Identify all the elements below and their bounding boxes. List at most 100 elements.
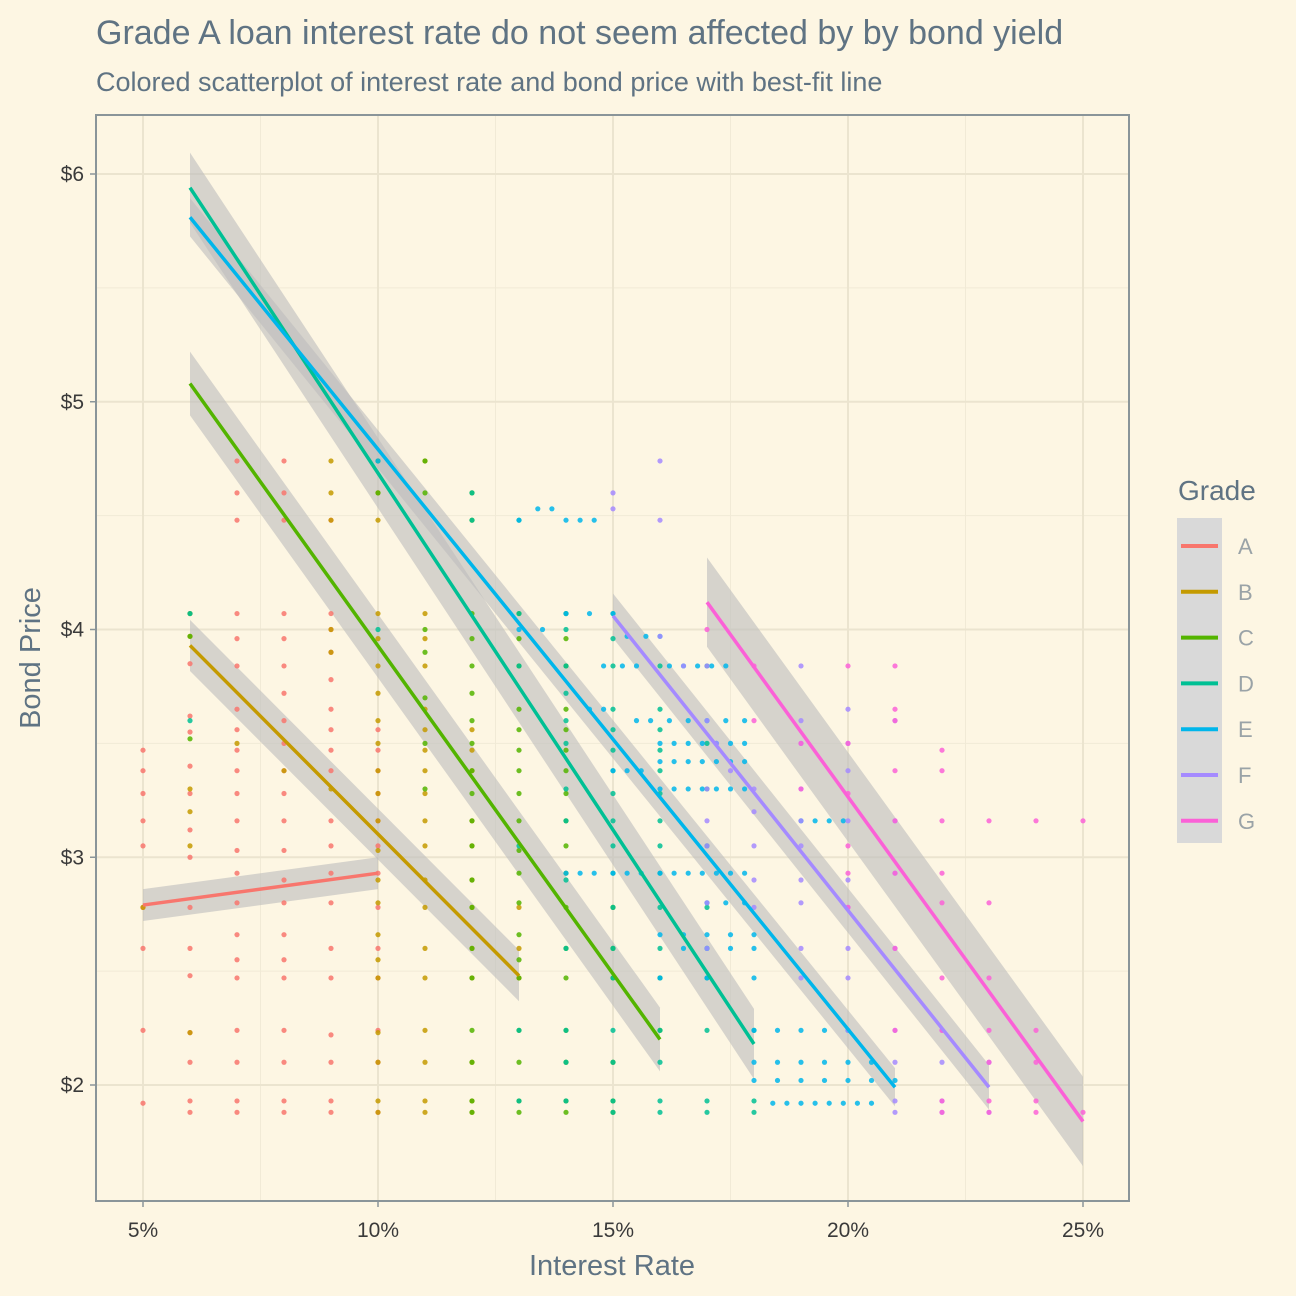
data-point [704, 786, 710, 792]
series-g-points [704, 626, 1086, 1115]
data-point [704, 904, 710, 910]
data-point [281, 490, 287, 496]
data-point [187, 1059, 193, 1065]
data-point [469, 718, 475, 724]
data-point [704, 626, 710, 633]
data-point [539, 626, 546, 633]
data-point [657, 663, 663, 669]
data-point [798, 1027, 804, 1033]
fit-line-e [188, 216, 897, 1089]
data-point [742, 758, 748, 765]
data-point [657, 747, 663, 753]
data-point [187, 736, 193, 742]
data-point [281, 877, 287, 883]
x-tick-label: 25% [1062, 1219, 1104, 1242]
data-point [563, 663, 569, 669]
data-point [892, 1059, 898, 1065]
data-point [375, 490, 381, 496]
data-point [1033, 1098, 1039, 1104]
data-point [140, 843, 146, 849]
legend-item-g: G [1181, 809, 1255, 834]
data-point [798, 1100, 804, 1106]
data-point [845, 740, 851, 746]
data-point [742, 786, 748, 792]
data-point [704, 1109, 710, 1115]
data-point [516, 768, 522, 774]
fit-lines [142, 186, 1085, 1123]
data-point [704, 900, 710, 906]
data-point [892, 818, 898, 824]
data-point [234, 517, 240, 523]
data-point [742, 718, 748, 724]
data-point [845, 706, 851, 712]
data-point [422, 490, 428, 496]
data-point [375, 900, 381, 906]
data-point [939, 747, 945, 753]
data-point [751, 1059, 757, 1065]
data-point [680, 663, 687, 669]
data-point [812, 1100, 818, 1106]
legend-item-f: F [1181, 763, 1251, 788]
data-point [671, 786, 677, 792]
data-point [657, 768, 663, 774]
data-point [281, 663, 287, 669]
data-point [610, 1098, 616, 1104]
data-point [727, 740, 734, 746]
data-point [685, 718, 691, 724]
legend-item-e: E [1181, 717, 1253, 742]
data-point [939, 1098, 945, 1104]
data-point [187, 827, 193, 833]
data-point [328, 1059, 334, 1065]
legend-item-a: A [1181, 534, 1253, 559]
data-point [469, 904, 475, 910]
data-point [610, 747, 616, 753]
data-point [516, 747, 522, 753]
data-point [685, 740, 691, 746]
data-point [657, 945, 663, 951]
x-axis-ticks: 5% 10% 15% 20% 25% [128, 1201, 1104, 1242]
legend-label: D [1238, 671, 1254, 696]
data-point [563, 517, 569, 523]
data-point [281, 1098, 287, 1104]
data-point [140, 1027, 146, 1033]
data-point [666, 663, 673, 669]
data-point [328, 818, 334, 824]
data-point [892, 768, 898, 774]
data-point [751, 877, 757, 883]
data-point [798, 718, 804, 724]
data-point [563, 945, 569, 951]
data-point [187, 790, 193, 797]
data-point [633, 663, 640, 669]
data-point [281, 790, 287, 797]
data-point [699, 786, 705, 792]
data-point [657, 740, 663, 746]
data-point [281, 610, 287, 617]
data-point [375, 517, 381, 523]
data-point [892, 663, 898, 669]
data-point [375, 727, 381, 733]
data-point [281, 1027, 287, 1033]
data-point [774, 1077, 781, 1084]
series-b-points [140, 458, 522, 1115]
data-point [516, 900, 522, 906]
data-point [868, 1077, 875, 1084]
data-point [187, 718, 193, 724]
data-point [798, 786, 804, 792]
data-point [516, 636, 522, 642]
data-point [234, 870, 240, 876]
data-point [563, 790, 569, 797]
data-point [671, 870, 677, 876]
data-points [140, 458, 1086, 1115]
data-point [187, 610, 193, 617]
data-point [563, 768, 569, 774]
legend-item-c: C [1181, 626, 1254, 651]
data-point [422, 843, 428, 849]
data-point [328, 649, 334, 655]
data-point [892, 1098, 898, 1104]
data-point [328, 945, 334, 951]
data-point [328, 706, 334, 712]
data-point [723, 663, 729, 669]
data-point [610, 636, 616, 642]
data-point [563, 706, 569, 712]
data-point [826, 818, 832, 824]
